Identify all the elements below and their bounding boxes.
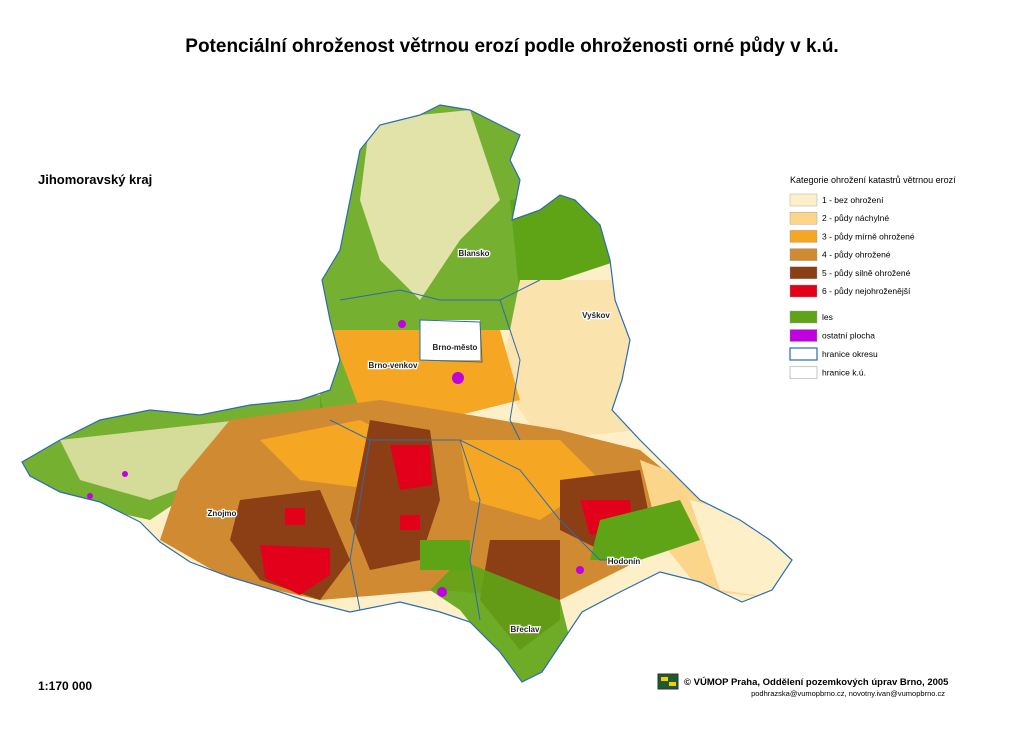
- legend-swatch: [789, 230, 818, 243]
- legend-label: 6 - půdy nejohroženější: [822, 286, 911, 296]
- district-label: Břeclav: [511, 625, 540, 634]
- legend-swatch: [789, 365, 818, 380]
- legend-swatch: [789, 310, 818, 324]
- legend-swatch: [789, 266, 818, 279]
- legend-label: ostatní plocha: [822, 331, 875, 341]
- district-label: Znojmo: [208, 509, 237, 518]
- district-label: Blansko: [458, 249, 489, 258]
- legend-title: Kategorie ohrožení katastrů větrnou eroz…: [790, 175, 956, 185]
- legend-swatch: [789, 347, 818, 361]
- legend-label: 2 - půdy náchylné: [822, 213, 889, 223]
- region-name: Jihomoravský kraj: [38, 172, 152, 187]
- district-label: Brno-venkov: [369, 361, 418, 370]
- legend-label: hranice k.ú.: [822, 368, 866, 378]
- legend-label: les: [822, 312, 833, 322]
- legend-label: hranice okresu: [822, 349, 878, 359]
- scale: 1:170 000: [38, 679, 92, 693]
- credit: © VÚMOP Praha, Oddělení pozemkových úpra…: [684, 676, 949, 688]
- legend-label: 5 - půdy silně ohrožené: [822, 268, 911, 278]
- logo: [657, 673, 679, 690]
- legend-swatch: [789, 284, 818, 298]
- emails: podhrazska@vumopbrno.cz, novotny.ivan@vu…: [751, 689, 945, 698]
- legend-label: 4 - půdy ohrožené: [822, 250, 891, 260]
- district-label: Hodonín: [608, 557, 641, 566]
- legend-label: 3 - půdy mírně ohrožené: [822, 231, 915, 241]
- district-label: Vyškov: [582, 311, 610, 320]
- district-label: Brno-město: [433, 343, 478, 352]
- legend-label: 1 - bez ohrožení: [822, 195, 884, 205]
- legend: Kategorie ohrožení katastrů větrnou eroz…: [789, 175, 956, 380]
- legend-swatch: [789, 211, 818, 225]
- legend-swatch: [789, 248, 818, 261]
- title: Potenciální ohroženost větrnou erozí pod…: [185, 36, 838, 57]
- legend-swatch: [789, 329, 818, 342]
- legend-swatch: [789, 193, 818, 207]
